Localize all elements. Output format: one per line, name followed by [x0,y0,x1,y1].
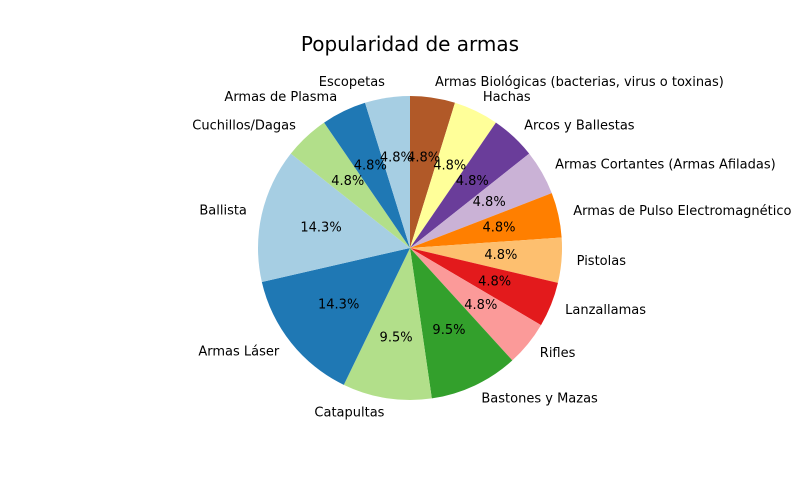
slice-percent-label: 9.5% [380,331,413,346]
slice-percent-label: 4.8% [407,150,440,165]
slice-percent-label: 4.8% [380,150,413,165]
slice-percent-label: 4.8% [433,158,466,173]
slice-percent-label: 14.3% [318,297,359,312]
pie-slice [410,193,562,248]
pie-slice [410,248,558,326]
pie-slices [258,96,562,400]
slice-percent-label: 4.8% [464,298,497,313]
slice-label: Armas Cortantes (Armas Afiladas) [555,158,776,173]
pie-slice [410,153,552,248]
pie-slice [410,102,496,248]
slice-label: Lanzallamas [565,303,646,318]
chart-title: Popularidad de armas [301,32,519,56]
pie-slice [261,248,410,385]
pie-slice [410,122,530,248]
slice-percent-label: 4.8% [456,174,489,189]
slice-percent-label: 4.8% [484,248,517,263]
slice-percent-label: 14.3% [300,220,341,235]
slice-percent-label: 4.8% [478,274,511,289]
slice-percent-label: 4.8% [354,158,387,173]
slice-label: Escopetas [319,75,385,90]
pie-slice [324,102,410,248]
pie-slice [410,248,513,399]
slice-label: Armas Biológicas (bacterias, virus o tox… [435,75,724,90]
slice-label: Bastones y Mazas [481,392,598,407]
slice-label: Catapultas [314,406,384,421]
slice-labels: Armas Biológicas (bacterias, virus o tox… [192,75,791,421]
slice-label: Rifles [540,346,576,361]
slice-label: Armas de Plasma [224,90,337,105]
pie-slice [365,96,410,248]
percent-labels: 4.8%4.8%4.8%4.8%4.8%4.8%4.8%4.8%9.5%9.5%… [300,150,517,345]
slice-percent-label: 4.8% [331,174,364,189]
slice-label: Armas de Pulso Electromagnético [573,204,791,219]
slice-label: Armas Láser [198,345,280,360]
slice-label: Hachas [483,90,531,105]
slice-percent-label: 9.5% [432,323,465,338]
slice-label: Pistolas [577,254,627,269]
pie-slice [258,153,410,282]
pie-slice [343,248,432,400]
slice-percent-label: 4.8% [483,221,516,236]
pie-slice [410,96,455,248]
slice-label: Arcos y Ballestas [524,118,635,133]
slice-percent-label: 4.8% [473,195,506,210]
slice-label: Cuchillos/Dagas [192,118,296,133]
pie-slice [290,122,410,248]
slice-label: Ballista [199,204,247,219]
pie-slice [410,237,562,283]
pie-slice [410,248,541,361]
